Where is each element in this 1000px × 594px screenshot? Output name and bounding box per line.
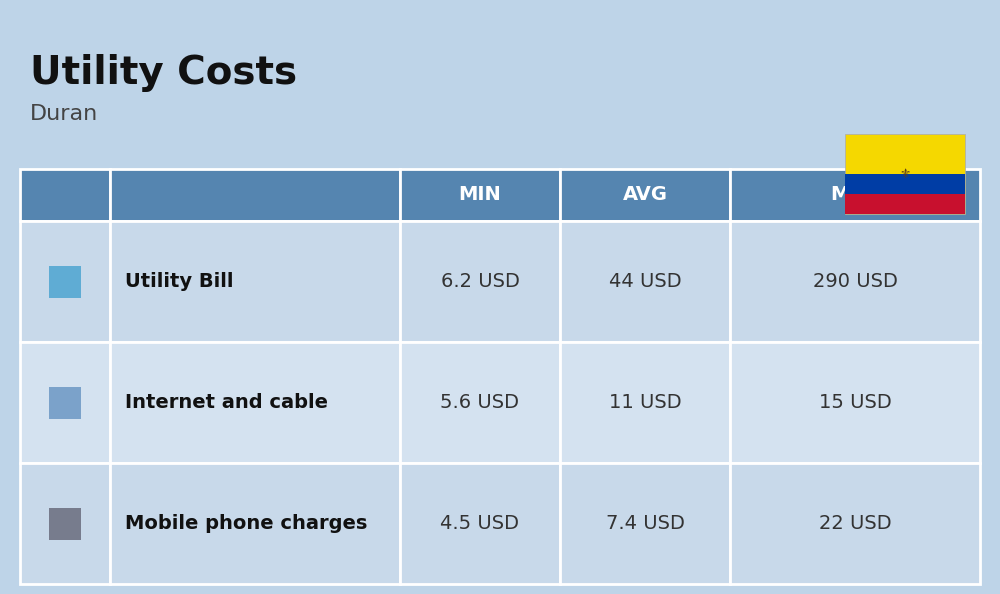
Text: Utility Bill: Utility Bill xyxy=(125,272,234,291)
Text: Internet and cable: Internet and cable xyxy=(125,393,328,412)
Bar xyxy=(845,174,965,194)
Bar xyxy=(20,342,110,463)
Text: 4.5 USD: 4.5 USD xyxy=(440,514,520,533)
Bar xyxy=(400,342,560,463)
Text: MAX: MAX xyxy=(830,185,880,204)
Text: 5.6 USD: 5.6 USD xyxy=(440,393,520,412)
Bar xyxy=(560,169,730,221)
Bar xyxy=(400,169,560,221)
Bar xyxy=(845,134,965,214)
Text: 11 USD: 11 USD xyxy=(609,393,681,412)
Bar xyxy=(49,266,81,298)
Bar xyxy=(560,342,730,463)
Text: 44 USD: 44 USD xyxy=(609,272,681,291)
Text: 290 USD: 290 USD xyxy=(813,272,897,291)
Bar xyxy=(560,463,730,584)
Bar xyxy=(730,221,980,342)
Bar xyxy=(730,463,980,584)
Bar xyxy=(730,342,980,463)
Text: ⚜: ⚜ xyxy=(899,168,911,181)
Bar xyxy=(20,169,110,221)
Text: Mobile phone charges: Mobile phone charges xyxy=(125,514,367,533)
Bar xyxy=(400,221,560,342)
Text: 7.4 USD: 7.4 USD xyxy=(606,514,684,533)
Bar xyxy=(49,507,81,539)
Text: 15 USD: 15 USD xyxy=(819,393,891,412)
Bar xyxy=(20,221,110,342)
Text: 6.2 USD: 6.2 USD xyxy=(441,272,519,291)
Bar xyxy=(400,463,560,584)
Bar xyxy=(560,221,730,342)
Text: Utility Costs: Utility Costs xyxy=(30,54,297,92)
Text: 22 USD: 22 USD xyxy=(819,514,891,533)
Bar xyxy=(845,194,965,214)
Text: AVG: AVG xyxy=(622,185,668,204)
Bar xyxy=(110,342,400,463)
Text: Duran: Duran xyxy=(30,104,98,124)
Text: MIN: MIN xyxy=(459,185,501,204)
Bar xyxy=(49,387,81,419)
Bar xyxy=(110,463,400,584)
Bar xyxy=(20,463,110,584)
Bar xyxy=(730,169,980,221)
Bar xyxy=(110,221,400,342)
Bar xyxy=(110,169,400,221)
